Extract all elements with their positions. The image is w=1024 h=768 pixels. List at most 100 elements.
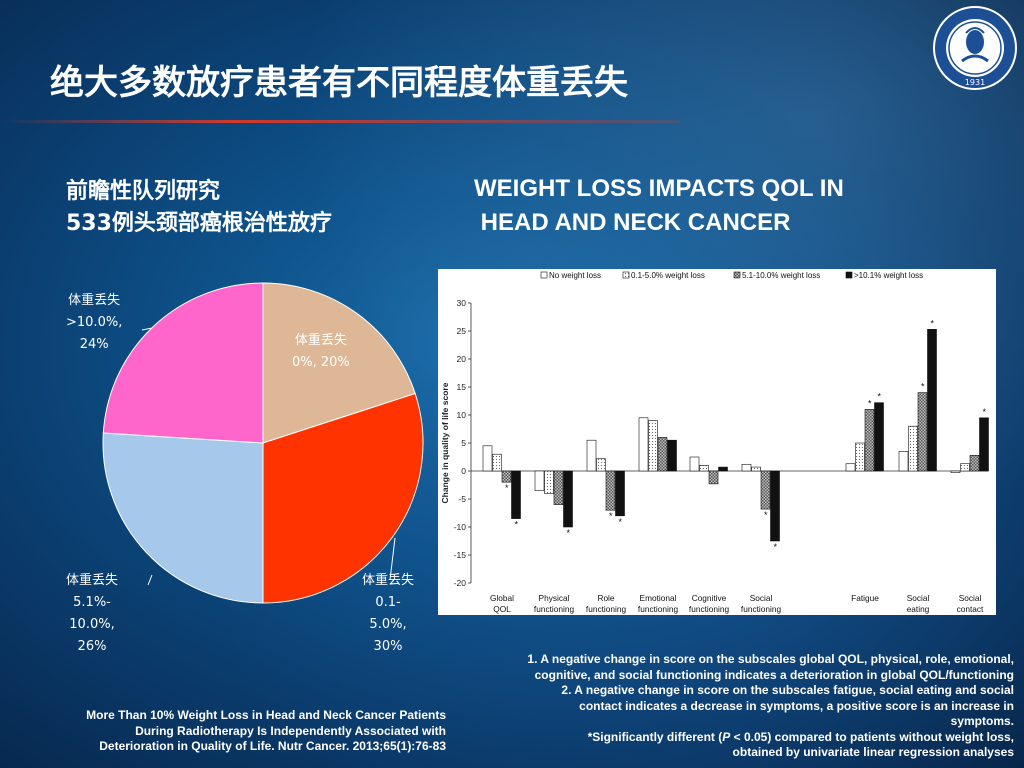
bar	[969, 455, 980, 472]
y-tick-label: 10	[457, 410, 467, 420]
left-subtitle-line: 前瞻性队列研究	[66, 179, 221, 204]
pie-label-line: >10.0%,	[66, 315, 123, 330]
bar	[960, 463, 970, 472]
significance-marker: *	[868, 398, 872, 408]
right-title-line: WEIGHT LOSS IMPACTS QOL IN	[474, 175, 844, 202]
bar	[874, 402, 884, 472]
bar	[553, 470, 564, 505]
pie-slice-1	[262, 392, 424, 604]
bar	[864, 409, 875, 472]
footnote-line: 2. A negative change in score on the sub…	[561, 683, 1014, 697]
pie-label-2: 体重丢失 5.1%- 10.0%, 26%	[66, 570, 118, 658]
significance-marker: *	[773, 542, 777, 552]
y-tick-label: -15	[454, 550, 467, 560]
bar	[718, 466, 728, 472]
x-category-label: Fatigue	[851, 593, 879, 603]
bar	[657, 437, 668, 472]
significance-marker: *	[930, 318, 934, 328]
significance-marker: *	[514, 520, 518, 530]
bar	[751, 466, 761, 472]
sig-p: P	[722, 729, 731, 744]
pie-label-line: 体重丢失	[68, 293, 121, 308]
bar	[501, 470, 512, 483]
bar	[689, 456, 700, 472]
right-title-line: HEAD AND NECK CANCER	[474, 209, 791, 236]
citation-line: During Radiotherapy Is Independently Ass…	[135, 723, 446, 738]
pie-label-line: 5.1%-	[73, 595, 111, 610]
x-category-label: Emotional	[640, 593, 677, 603]
citation-line: Deterioration in Quality of Life. Nutr C…	[99, 739, 446, 753]
significance-marker: *	[609, 511, 613, 521]
bar	[638, 417, 649, 472]
bar	[615, 470, 625, 517]
left-subtitle-line: 533例头颈部癌根治性放疗	[66, 211, 332, 236]
x-category-label: QOL	[493, 604, 511, 614]
pie-label-line: 5.0%,	[369, 617, 407, 632]
right-title: WEIGHT LOSS IMPACTS QOL IN HEAD AND NECK…	[474, 172, 844, 240]
bar	[699, 465, 709, 472]
x-category-label: contact	[957, 604, 984, 614]
legend-label: >10.1% weight loss	[854, 271, 923, 280]
left-subtitle: 前瞻性队列研究 533例头颈部癌根治性放疗	[66, 176, 332, 240]
significance-note: *Significantly different (P < 0.05) comp…	[462, 730, 1014, 746]
x-category-label: functioning	[741, 604, 782, 614]
y-tick-label: -20	[454, 578, 467, 588]
university-logo: 1931	[933, 6, 1017, 90]
bar	[845, 463, 856, 472]
y-tick-label: 30	[457, 298, 467, 308]
legend-swatch	[622, 271, 630, 279]
x-category-label: functioning	[689, 604, 730, 614]
pie-slice-3	[102, 282, 264, 444]
bar	[586, 439, 597, 472]
pie-label-line: 10.0%,	[69, 617, 115, 632]
pie-label-line: 26%	[77, 639, 107, 654]
x-category-label: functioning	[534, 604, 575, 614]
sig-text: Significantly different (	[592, 729, 723, 744]
bar	[511, 470, 521, 519]
bar	[979, 417, 989, 472]
pie-label-1: 体重丢失 0.1- 5.0%, 30%	[362, 570, 414, 658]
legend-label: No weight loss	[549, 271, 601, 280]
bar	[898, 451, 909, 472]
bar	[741, 463, 752, 472]
bar	[544, 470, 554, 494]
bar	[927, 329, 937, 472]
footnote-line: cognitive, and social functioning indica…	[534, 667, 1014, 682]
pie-label-line: 体重丢失	[294, 333, 347, 348]
bar	[563, 470, 573, 528]
footnote-line: contact indicates a decrease in symptoms…	[579, 698, 1014, 713]
legend-swatch	[845, 271, 853, 279]
bar	[760, 470, 771, 510]
pie-label-line: 0.1-	[375, 595, 401, 610]
y-tick-label: -5	[458, 494, 466, 504]
bar	[605, 470, 616, 511]
significance-marker: *	[618, 517, 622, 527]
pie-label-3: 体重丢失 >10.0%, 24%	[66, 290, 122, 356]
title-underline	[0, 120, 680, 123]
footnote-line: 1. A negative change in score on the sub…	[527, 652, 1014, 666]
legend-label: 5.1-10.0% weight loss	[742, 271, 820, 280]
bar-chart: 30 25 20 15 10 5 0 -5 -10 -15 -20 Change in quality…	[438, 269, 996, 615]
bar	[492, 453, 502, 472]
pie-label-line: 30%	[373, 639, 403, 654]
x-category-label: Global	[490, 593, 514, 603]
legend-swatch	[540, 271, 548, 279]
footnotes: 1. A negative change in score on the sub…	[462, 652, 1014, 761]
bar	[667, 439, 677, 472]
x-category-label: Cognitive	[692, 593, 727, 603]
significance-marker: *	[764, 510, 768, 520]
pie-leader-line	[389, 537, 396, 581]
x-category-label: Role	[597, 593, 614, 603]
bar	[708, 470, 719, 485]
x-category-label: Social	[959, 593, 982, 603]
bar	[534, 470, 545, 491]
y-tick-label: 25	[457, 326, 467, 336]
footnote-line: obtained by univariate linear regression…	[732, 745, 1014, 759]
x-category-label: Social	[750, 593, 773, 603]
citation: More Than 10% Weight Loss in Head and Ne…	[20, 708, 446, 755]
citation-line: More Than 10% Weight Loss in Head and Ne…	[86, 708, 446, 722]
sig-star: *	[587, 729, 593, 744]
bar-chart-svg: 30 25 20 15 10 5 0 -5 -10 -15 -20 Change in quality…	[440, 271, 989, 614]
y-tick-label: -10	[454, 522, 467, 532]
pie-chart: 体重丢失 0%, 20% 体重丢失 0.1- 5.0%, 30% 体重丢失 5.…	[60, 270, 460, 660]
